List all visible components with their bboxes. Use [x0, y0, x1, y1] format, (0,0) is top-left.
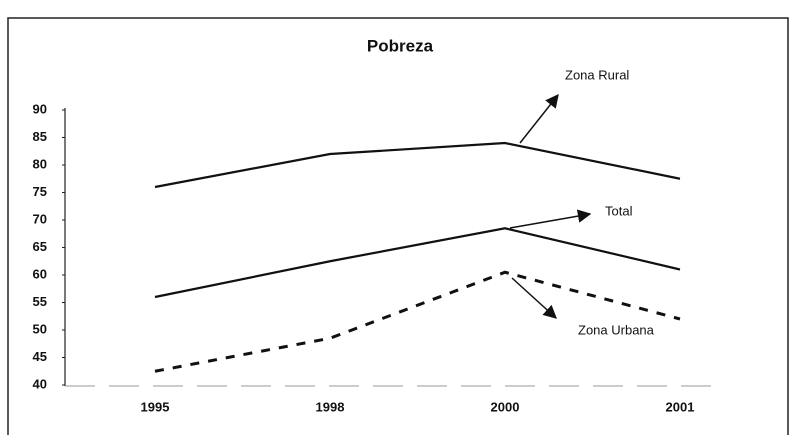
series-line — [154, 270, 681, 373]
series-label: Zona Urbana — [578, 322, 655, 337]
y-tick-label: 90 — [33, 101, 47, 116]
annotation-arrow — [509, 209, 592, 229]
y-tick-label: 50 — [33, 321, 47, 336]
y-tick-label: 45 — [33, 349, 47, 364]
annotation-arrow — [511, 277, 557, 319]
x-tick-label: 2000 — [491, 399, 520, 414]
y-tick-label: 65 — [33, 239, 47, 254]
y-tick-label: 40 — [33, 376, 47, 391]
x-tick-label: 1998 — [316, 399, 345, 414]
y-tick-label: 75 — [33, 184, 47, 199]
y-tick-label: 60 — [33, 266, 47, 281]
x-tick-label: 1995 — [141, 399, 170, 414]
series-label: Total — [605, 203, 633, 218]
x-tick-label: 2001 — [666, 399, 695, 414]
y-tick-label: 80 — [33, 156, 47, 171]
annotation-arrow — [519, 93, 559, 144]
y-tick-label: 85 — [33, 129, 47, 144]
series-label: Zona Rural — [565, 67, 629, 82]
frame — [7, 17, 789, 435]
y-tick-label: 70 — [33, 211, 47, 226]
series-line — [154, 141, 681, 189]
series-line — [154, 227, 681, 299]
y-tick-label: 55 — [33, 294, 47, 309]
chart-title: Pobreza — [367, 36, 434, 55]
